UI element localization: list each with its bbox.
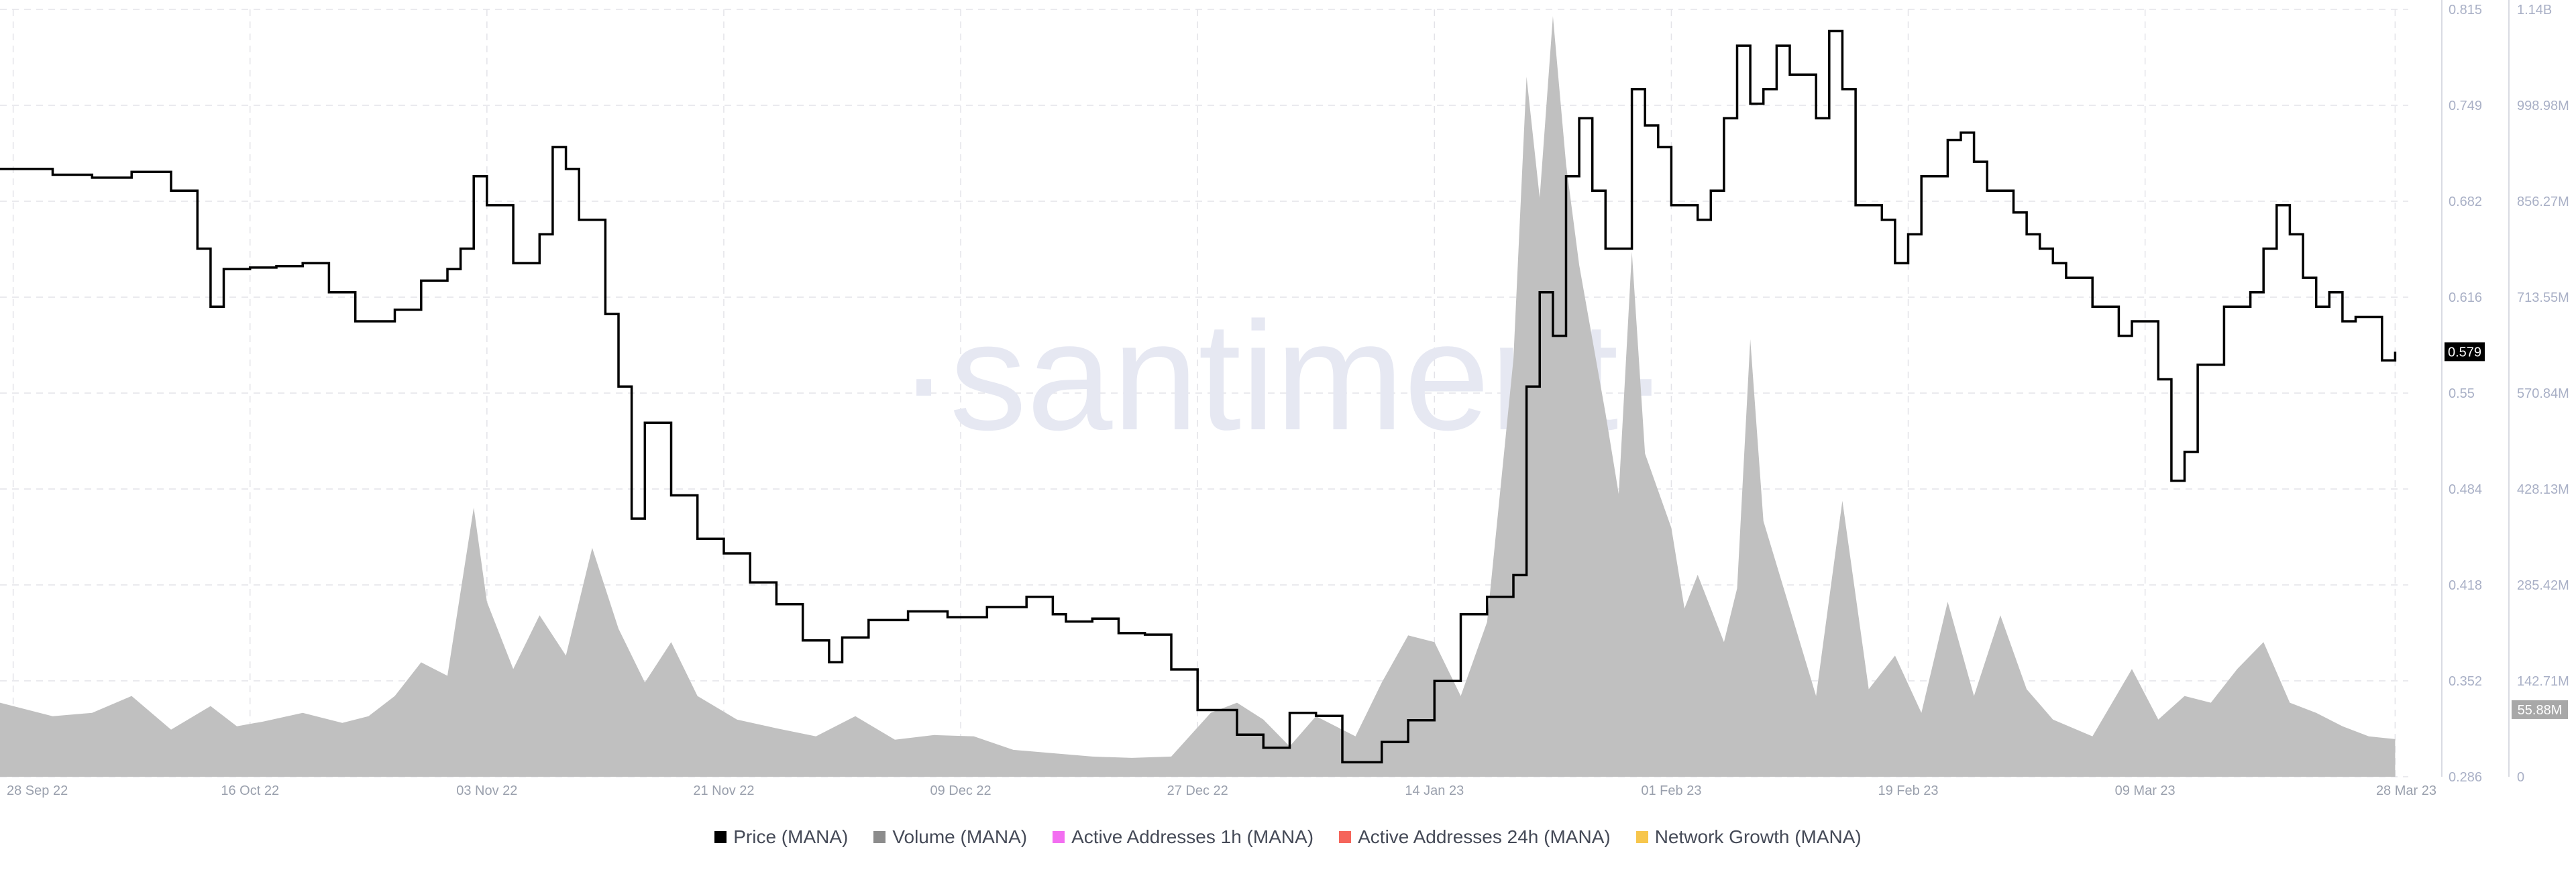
x-axis-ticks: 28 Sep 22 16 Oct 22 03 Nov 22 21 Nov 22 09 D…	[7, 783, 2436, 798]
legend-item-price[interactable]: Price (MANA)	[714, 826, 848, 848]
legend-label-active-addresses-24h: Active Addresses 24h (MANA)	[1358, 826, 1611, 847]
price-tick-label: 0.352	[2449, 674, 2482, 689]
volume-tick-label: 998.98M	[2517, 99, 2569, 113]
legend-item-volume[interactable]: Volume (MANA)	[873, 826, 1027, 848]
last-volume-badge: 55.88M	[2512, 700, 2568, 719]
volume-tick-label: 142.71M	[2517, 674, 2569, 689]
legend-label-active-addresses-1h: Active Addresses 1h (MANA)	[1071, 826, 1314, 847]
legend-swatch-price	[714, 831, 727, 843]
last-volume-badge-background	[2512, 700, 2568, 719]
price-tick-label: 0.616	[2449, 290, 2482, 305]
x-tick-label: 16 Oct 22	[221, 783, 279, 798]
legend-label-volume: Volume (MANA)	[892, 826, 1028, 847]
price-line-series	[0, 30, 2397, 764]
volume-tick-label: 713.55M	[2517, 290, 2569, 305]
price-tick-label: 0.418	[2449, 578, 2482, 593]
x-tick-label: 27 Dec 22	[1167, 783, 1228, 798]
legend-swatch-active-addresses-1h	[1053, 831, 1065, 843]
last-price-badge: 0.579	[2445, 342, 2485, 362]
legend-swatch-volume	[873, 831, 886, 843]
volume-tick-label: 1.14B	[2517, 3, 2552, 17]
legend-label-network-growth: Network Growth (MANA)	[1654, 826, 1862, 847]
legend-swatch-network-growth	[1635, 831, 1648, 843]
legend: Price (MANA) Volume (MANA) Active Addres…	[0, 824, 2576, 851]
price-tick-label: 0.286	[2449, 770, 2482, 785]
price-tick-label: 0.484	[2449, 482, 2482, 497]
x-tick-label: 28 Sep 22	[7, 783, 68, 798]
price-axis-ticks: 0.815 0.749 0.682 0.616 0.55 0.484 0.418 0.352 0…	[2449, 3, 2482, 785]
chart-canvas: ·santiment· 28 Sep 22 16 Oct 22 03 Nov 22 2…	[0, 0, 2569, 798]
volume-tick-label: 856.27M	[2517, 195, 2569, 209]
legend-item-active-addresses-1h[interactable]: Active Addresses 1h (MANA)	[1053, 826, 1313, 848]
x-tick-label: 01 Feb 23	[1641, 783, 1701, 798]
last-volume-value: 55.88M	[2518, 703, 2563, 718]
volume-axis-ticks: 1.14B 998.98M 856.27M 713.55M 570.84M 428.13M…	[2517, 3, 2569, 785]
last-price-badge-background	[2445, 342, 2485, 362]
legend-item-network-growth[interactable]: Network Growth (MANA)	[1635, 826, 1862, 848]
volume-tick-label: 0	[2517, 770, 2524, 785]
x-tick-label: 21 Nov 22	[693, 783, 754, 798]
x-tick-label: 09 Mar 23	[2115, 783, 2176, 798]
x-tick-label: 09 Dec 22	[930, 783, 991, 798]
price-tick-label: 0.749	[2449, 99, 2482, 113]
legend-item-active-addresses-24h[interactable]: Active Addresses 24h (MANA)	[1339, 826, 1611, 848]
price-tick-label: 0.55	[2449, 386, 2475, 401]
legend-swatch-active-addresses-24h	[1339, 831, 1352, 843]
price-tick-label: 0.815	[2449, 3, 2482, 17]
x-tick-label: 03 Nov 22	[456, 783, 517, 798]
volume-tick-label: 285.42M	[2517, 578, 2569, 593]
last-price-value: 0.579	[2448, 345, 2481, 360]
x-tick-label: 19 Feb 23	[1878, 783, 1938, 798]
price-tick-label: 0.682	[2449, 195, 2482, 209]
x-tick-label: 28 Mar 23	[2376, 783, 2436, 798]
volume-tick-label: 428.13M	[2517, 482, 2569, 497]
legend-label-price: Price (MANA)	[733, 826, 849, 847]
x-tick-label: 14 Jan 23	[1405, 783, 1464, 798]
volume-area-series	[0, 16, 2396, 777]
volume-tick-label: 570.84M	[2517, 386, 2569, 401]
